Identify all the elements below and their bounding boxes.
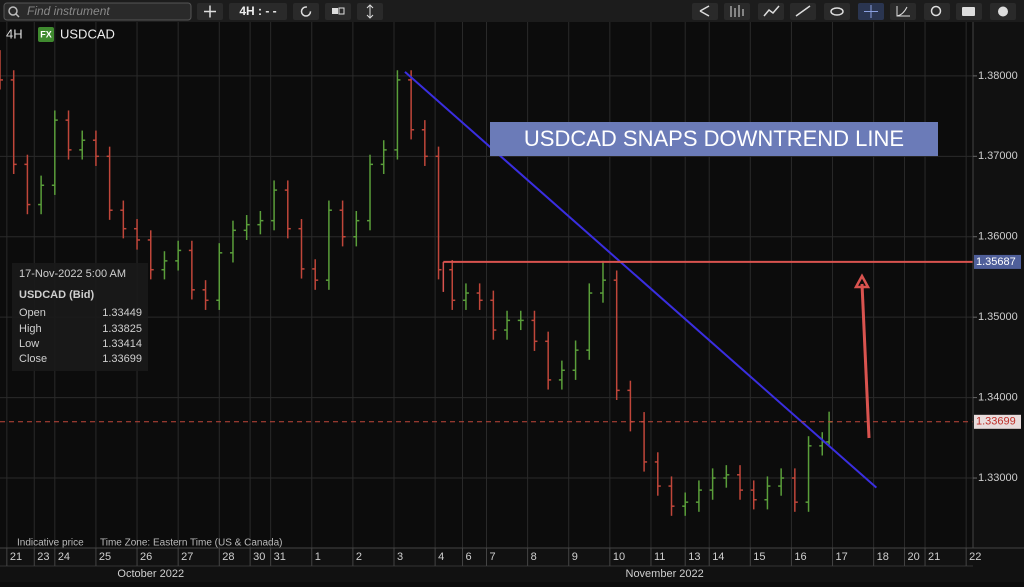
interval-label: 4H [6, 26, 23, 41]
interval-button[interactable] [229, 3, 287, 20]
info-value: 1.33414 [102, 338, 142, 350]
crosshair-icon [864, 5, 878, 18]
gear-icon [998, 6, 1008, 17]
search-icon-handle [15, 13, 20, 18]
price-label: 1.33699 [976, 416, 1016, 428]
fx-badge-text: FX [40, 29, 52, 39]
x-tick-label: 31 [274, 551, 286, 563]
info-label: Close [19, 353, 47, 365]
x-tick-label: 6 [466, 551, 472, 563]
search-placeholder: Find instrument [27, 4, 110, 18]
axes: 1.33000 1.34000 1.35000 1.36000 1.37000 1.380… [6, 70, 1021, 580]
indicators-icon [730, 5, 744, 17]
info-instrument: USDCAD (Bid) [19, 289, 94, 301]
info-panel [12, 263, 148, 371]
info-label: Open [19, 307, 46, 319]
curve-icon [896, 6, 910, 17]
y-tick-label: 1.36000 [978, 231, 1018, 243]
price-box [974, 414, 1021, 429]
x-tick-label: 30 [253, 551, 265, 563]
x-tick-label: 16 [794, 551, 806, 563]
search-box[interactable] [3, 2, 192, 21]
x-tick-label: 4 [438, 551, 444, 563]
x-tick-label: 18 [877, 551, 889, 563]
y-tick-label: 1.34000 [978, 392, 1018, 404]
refresh-icon [300, 6, 312, 17]
info-value: 1.33825 [102, 323, 142, 335]
studies-icon [763, 5, 780, 17]
x-tick-label: 11 [654, 551, 665, 563]
x-tick-label: 17 [836, 551, 848, 563]
y-tick-label: 1.37000 [978, 150, 1018, 162]
fx-badge [38, 27, 54, 42]
y-tick-label: 1.38000 [978, 70, 1018, 82]
search-icon [8, 6, 18, 16]
info-value: 1.33699 [102, 353, 142, 365]
x-axis-panel [0, 548, 1024, 582]
x-tick-label: 3 [397, 551, 403, 563]
x-tick-label: 21 [928, 551, 940, 563]
eye-icon [830, 7, 844, 16]
x-tick-label: 28 [222, 551, 234, 563]
x-tick-label: 13 [688, 551, 700, 563]
x-tick-label: 22 [969, 551, 981, 563]
month-label: October 2022 [117, 568, 184, 580]
x-tick-label: 21 [10, 551, 22, 563]
draw-icon [795, 5, 811, 17]
visibility-button[interactable] [824, 3, 850, 20]
add-icon [204, 5, 216, 18]
x-tick-label: 15 [753, 551, 765, 563]
x-tick-label: 14 [712, 551, 724, 563]
share-icon [699, 5, 710, 17]
indicators-button[interactable] [724, 3, 750, 20]
level-price-label: 1.35687 [976, 256, 1016, 268]
refresh-button[interactable] [293, 3, 319, 20]
plot [0, 50, 973, 516]
x-tick-label: 9 [572, 551, 578, 563]
zoom-icon [930, 5, 942, 17]
y-axis-panel [973, 22, 1024, 548]
info-label: Low [19, 338, 39, 350]
info-datetime: 17-Nov-2022 5:00 AM [19, 268, 126, 280]
x-tick-label: 26 [140, 551, 152, 563]
zoom-button[interactable] [924, 3, 950, 20]
y-tick-label: 1.35000 [978, 311, 1018, 323]
layout-icon [332, 8, 338, 14]
x-tick-label: 10 [613, 551, 625, 563]
x-tick-label: 8 [531, 551, 537, 563]
annotation: USDCAD SNAPS DOWNTREND LINE [524, 126, 904, 151]
y-tick-label: 1.33000 [978, 472, 1018, 484]
interval-button-text: 4H : - - [239, 4, 276, 18]
tool-buttons [692, 3, 1016, 20]
arrow-head [853, 273, 871, 289]
footer-timezone: Time Zone: Eastern Time (US & Canada) [100, 538, 282, 549]
x-tick-label: 2 [356, 551, 362, 563]
x-tick-label: 1 [315, 551, 321, 563]
arrow [860, 283, 871, 439]
month-label: November 2022 [626, 568, 704, 580]
camera-icon [962, 7, 975, 16]
x-tick-label: 25 [99, 551, 111, 563]
share-button[interactable] [692, 3, 718, 20]
annotation-box [490, 122, 938, 156]
curve-button[interactable] [890, 3, 916, 20]
layout-icon [338, 7, 345, 15]
info-value: 1.33449 [102, 307, 142, 319]
info-label: High [19, 323, 42, 335]
symbol-label: USDCAD [60, 26, 115, 41]
x-tick-label: 7 [490, 551, 496, 563]
x-tick-label: 20 [907, 551, 919, 563]
level-price-box [974, 254, 1021, 269]
trendline [404, 71, 878, 489]
x-tick-label: 23 [37, 551, 49, 563]
x-tick-label: 27 [181, 551, 193, 563]
expand-icon [366, 4, 374, 19]
footer-note: Indicative price [17, 538, 84, 549]
x-tick-label: 24 [58, 551, 70, 563]
